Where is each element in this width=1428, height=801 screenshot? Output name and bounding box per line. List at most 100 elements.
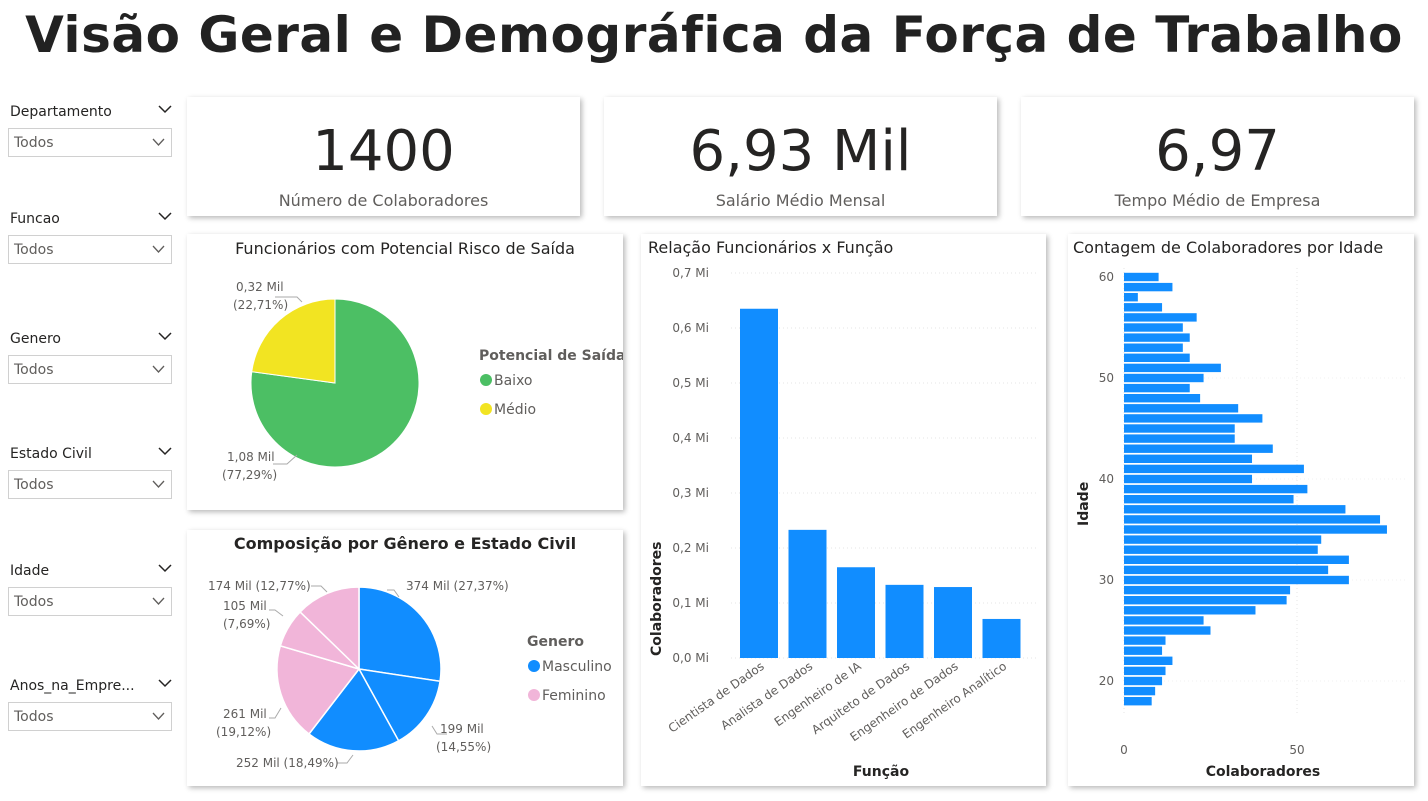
- bar[interactable]: [1124, 676, 1163, 686]
- legend-item[interactable]: Médio: [494, 402, 536, 418]
- bar[interactable]: [1124, 363, 1221, 373]
- bar[interactable]: [837, 567, 875, 658]
- bar[interactable]: [1124, 444, 1273, 453]
- bar[interactable]: [1124, 575, 1349, 585]
- chevron-down-icon[interactable]: [158, 329, 172, 343]
- bar[interactable]: [1124, 565, 1329, 575]
- bar[interactable]: [934, 587, 972, 658]
- bar[interactable]: [1124, 495, 1294, 504]
- data-label: 1,08 Mil: [227, 450, 275, 464]
- bar[interactable]: [1124, 323, 1183, 332]
- kpi-label: Tempo Médio de Empresa: [1114, 191, 1321, 210]
- bar[interactable]: [1124, 525, 1387, 534]
- y-tick-label: 0,2 Mi: [672, 541, 709, 555]
- risk-pie-visual[interactable]: Funcionários com Potencial Risco de Saíd…: [187, 234, 623, 510]
- slicer-dropdown[interactable]: Todos: [8, 355, 172, 384]
- slicer-value: Todos: [14, 135, 54, 151]
- bar[interactable]: [788, 529, 827, 658]
- pie-slice[interactable]: [357, 668, 441, 742]
- y-tick-label: 30: [1099, 573, 1114, 587]
- pie-slice[interactable]: [276, 644, 361, 736]
- slicer-value: Todos: [14, 477, 54, 493]
- bar[interactable]: [740, 308, 778, 658]
- y-tick-label: 0,5 Mi: [672, 376, 709, 390]
- chevron-down-icon[interactable]: [158, 102, 172, 116]
- bar[interactable]: [1124, 515, 1381, 524]
- chevron-down-icon[interactable]: [158, 561, 172, 575]
- bar[interactable]: [1124, 656, 1173, 665]
- legend-item[interactable]: Masculino: [542, 659, 612, 675]
- bar[interactable]: [1124, 434, 1235, 443]
- pie-slice-médio[interactable]: [251, 298, 336, 384]
- gender-pie-visual[interactable]: Composição por Gênero e Estado Civil 374…: [187, 530, 623, 786]
- bar[interactable]: [1124, 606, 1256, 615]
- bar[interactable]: [1124, 626, 1211, 635]
- slicer-dropdown[interactable]: Todos: [8, 587, 172, 616]
- bar[interactable]: [1124, 686, 1156, 696]
- slicer-funcao[interactable]: Funcao Todos: [8, 209, 176, 264]
- bar[interactable]: [1124, 484, 1308, 494]
- slicer-idade[interactable]: Idade Todos: [8, 561, 176, 616]
- legend-item[interactable]: Feminino: [542, 688, 606, 704]
- age-bar-visual[interactable]: Contagem de Colaboradores por Idade 0 50 2…: [1068, 234, 1414, 786]
- x-tick-label: Analista de Dados: [718, 659, 815, 733]
- bar[interactable]: [1124, 424, 1235, 433]
- slicer-genero[interactable]: Genero Todos: [8, 329, 176, 384]
- pie-slice[interactable]: [307, 667, 400, 752]
- kpi-value: 1400: [312, 119, 455, 184]
- bar[interactable]: [1124, 383, 1190, 393]
- bar[interactable]: [885, 584, 924, 658]
- bar[interactable]: [1124, 454, 1253, 463]
- bar[interactable]: [1124, 353, 1190, 362]
- leader-line: [431, 725, 447, 735]
- role-bar-chart: Relação Funcionários x Função 0,0 Mi 0,1 …: [648, 238, 1036, 780]
- bar[interactable]: [982, 618, 1021, 658]
- bar[interactable]: [1124, 545, 1318, 554]
- y-tick-label: 40: [1099, 472, 1114, 486]
- bar[interactable]: [1124, 505, 1346, 514]
- slicer-value: Todos: [14, 242, 54, 258]
- bar[interactable]: [1124, 293, 1138, 302]
- legend-title: Genero: [527, 634, 584, 650]
- bar[interactable]: [1124, 333, 1190, 342]
- bar[interactable]: [1124, 313, 1197, 322]
- chevron-down-icon[interactable]: [158, 444, 172, 458]
- chevron-down-icon[interactable]: [158, 676, 172, 690]
- bar[interactable]: [1124, 616, 1204, 625]
- bar[interactable]: [1124, 646, 1163, 655]
- bar[interactable]: [1124, 282, 1173, 292]
- legend-item[interactable]: Baixo: [494, 373, 533, 389]
- bar[interactable]: [1124, 555, 1349, 564]
- slicer-dropdown[interactable]: Todos: [8, 235, 172, 264]
- chevron-down-icon[interactable]: [158, 209, 172, 223]
- role-bar-visual[interactable]: Relação Funcionários x Função 0,0 Mi 0,1 …: [641, 234, 1046, 786]
- slicer-value: Todos: [14, 709, 54, 725]
- slicer-departamento[interactable]: Departamento Todos: [8, 102, 176, 157]
- y-axis-title: Idade: [1076, 482, 1092, 526]
- bar[interactable]: [1124, 404, 1239, 413]
- leader-line: [273, 454, 298, 465]
- bar[interactable]: [1124, 636, 1166, 645]
- bar[interactable]: [1124, 343, 1183, 352]
- pie-slice[interactable]: [299, 586, 360, 671]
- bar[interactable]: [1124, 464, 1304, 474]
- bar[interactable]: [1124, 596, 1287, 605]
- pie-slice[interactable]: [358, 586, 442, 683]
- bar[interactable]: [1124, 373, 1204, 383]
- bar[interactable]: [1124, 394, 1201, 403]
- chart-title: Contagem de Colaboradores por Idade: [1073, 238, 1383, 257]
- bar[interactable]: [1124, 535, 1322, 544]
- bar[interactable]: [1124, 474, 1253, 484]
- slicer-dropdown[interactable]: Todos: [8, 470, 172, 499]
- leader-line: [275, 296, 303, 303]
- bar[interactable]: [1124, 272, 1159, 282]
- slicer-estado-civil[interactable]: Estado Civil Todos: [8, 444, 176, 499]
- slicer-anos-na-empresa[interactable]: Anos_na_Empre... Todos: [8, 676, 176, 731]
- bar[interactable]: [1124, 697, 1152, 706]
- bar[interactable]: [1124, 303, 1163, 312]
- bar[interactable]: [1124, 666, 1166, 676]
- bar[interactable]: [1124, 414, 1263, 423]
- slicer-dropdown[interactable]: Todos: [8, 702, 172, 731]
- bar[interactable]: [1124, 585, 1291, 595]
- slicer-dropdown[interactable]: Todos: [8, 128, 172, 157]
